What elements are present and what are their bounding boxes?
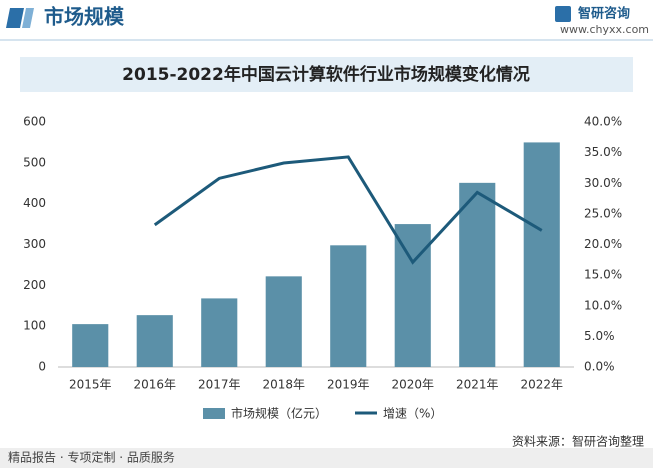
header-icon (6, 8, 24, 28)
y-tick-label: 0 (38, 360, 46, 374)
y2-tick-label: 20.0% (584, 237, 622, 251)
footer-band (0, 448, 653, 468)
x-tick-label: 2015年 (69, 378, 112, 392)
y-tick-label: 300 (23, 237, 46, 251)
x-tick-label: 2022年 (520, 378, 563, 392)
footer-tagline: 精品报告 · 专项定制 · 品质服务 (8, 450, 175, 465)
bar (394, 224, 431, 367)
bar (330, 245, 367, 367)
url: www.chyxx.com (560, 23, 649, 36)
header-icon (22, 8, 34, 28)
title-band (20, 57, 633, 92)
y2-tick-label: 30.0% (584, 176, 622, 190)
legend-swatch (203, 408, 225, 419)
brand-logo (555, 6, 571, 22)
bar (72, 324, 109, 367)
y-tick-label: 200 (23, 278, 46, 292)
y-tick-label: 600 (23, 115, 46, 129)
bar (523, 142, 560, 367)
x-tick-label: 2020年 (391, 378, 434, 392)
y2-tick-label: 10.0% (584, 298, 622, 312)
y-tick-label: 500 (23, 155, 46, 169)
source: 资料来源：智研咨询整理 (512, 434, 644, 449)
y-tick-label: 100 (23, 319, 46, 333)
section-title: 市场规模 (44, 5, 125, 29)
line (153, 155, 543, 265)
y2-tick-label: 35.0% (584, 145, 622, 159)
bar (265, 276, 302, 367)
bar (459, 182, 496, 367)
y2-tick-label: 25.0% (584, 206, 622, 220)
y2-tick-label: 15.0% (584, 268, 622, 282)
bar (136, 315, 173, 367)
y-tick-label: 400 (23, 196, 46, 210)
y2-tick-label: 0.0% (584, 360, 615, 374)
x-tick-label: 2021年 (456, 378, 499, 392)
x-tick-label: 2018年 (262, 378, 305, 392)
brand: 智研咨询 (578, 6, 630, 22)
legend-label: 增速（%） (383, 407, 442, 421)
y2-tick-label: 5.0% (584, 329, 615, 343)
y2-tick-label: 40.0% (584, 115, 622, 129)
chart-title: 2015-2022年中国云计算软件行业市场规模变化情况 (122, 64, 530, 85)
x-tick-label: 2017年 (198, 378, 241, 392)
legend-label: 市场规模（亿元） (231, 406, 327, 421)
bar (201, 298, 238, 367)
x-tick-label: 2019年 (327, 378, 370, 392)
x-tick-label: 2016年 (133, 378, 176, 392)
